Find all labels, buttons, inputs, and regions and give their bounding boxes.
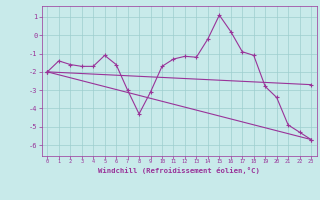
X-axis label: Windchill (Refroidissement éolien,°C): Windchill (Refroidissement éolien,°C) <box>98 167 260 174</box>
